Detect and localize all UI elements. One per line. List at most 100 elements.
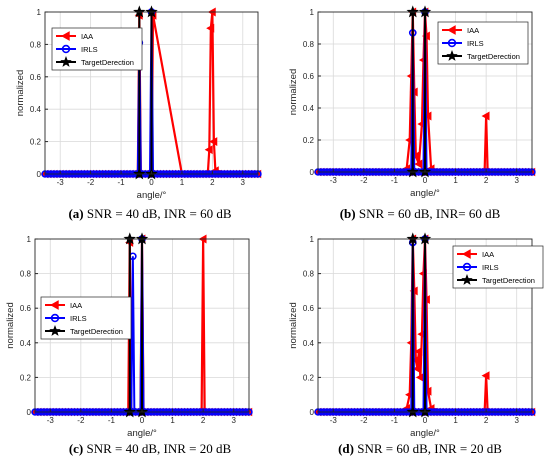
x-tick-label: -3 [330,176,338,185]
legend: IAA IRLS TargetDerection [40,296,132,340]
legend-marker [60,55,72,67]
y-axis-label: normalized [288,302,299,348]
x-axis-label: angle/° [137,190,167,201]
x-tick-label: 0 [140,416,145,425]
legend-marker [60,31,70,41]
data-point [414,159,423,169]
y-tick-label: 0 [37,170,42,179]
y-tick-label: 0.2 [30,138,42,147]
data-point [204,145,213,155]
legend-marker [446,25,456,35]
caption-text-c: SNR = 40 dB, INR = 20 dB [86,441,232,456]
data-point [418,5,432,18]
legend-marker [461,273,473,285]
y-tick-label: 0.4 [20,339,32,348]
data-point [145,5,158,18]
y-tick-label: 0.6 [30,73,42,82]
legend-label: TargetDerection [70,327,123,336]
legend-label: IRLS [70,314,87,323]
data-point [123,405,137,418]
legend-marker [61,44,71,54]
caption-panel-b: (b) SNR = 60 dB, INR= 60 dB [300,206,540,222]
y-tick-label: 0.4 [303,339,315,348]
data-point [133,5,146,18]
data-point [133,167,146,180]
series-targetderection [406,5,432,178]
x-tick-label: -2 [360,176,368,185]
y-tick-label: 0.4 [30,105,42,114]
x-tick-label: 1 [170,416,175,425]
data-point [135,232,149,245]
data-point [412,364,421,374]
data-point [406,165,420,178]
caption-panel-d: (d) SNR = 60 dB, INR = 20 dB [300,441,540,457]
y-tick-label: 0.8 [20,270,32,279]
y-tick-label: 0.8 [303,40,315,49]
y-tick-label: 0.2 [303,373,315,382]
legend-marker [50,313,60,323]
legend-label: IRLS [81,45,98,54]
x-tick-label: -1 [391,416,399,425]
y-axis-label: normalized [15,70,26,116]
legend-label: TargetDerection [81,58,134,67]
x-tick-label: 0 [423,416,428,425]
x-tick-label: -2 [360,416,368,425]
x-tick-label: -3 [57,178,65,187]
x-tick-label: 0 [423,176,428,185]
x-tick-label: -3 [330,416,338,425]
x-tick-label: 1 [453,416,458,425]
legend-label: IAA [467,26,479,35]
x-tick-label: 3 [231,416,236,425]
data-point [406,405,420,418]
y-tick-label: 0.6 [303,72,315,81]
legend-label: TargetDerection [467,52,520,61]
x-tick-label: 1 [453,176,458,185]
y-tick-label: 0.8 [30,40,42,49]
legend-label: TargetDerection [482,276,535,285]
legend-label: IAA [81,32,93,41]
caption-letter-a: (a) [68,206,84,221]
data-point [423,111,432,121]
y-tick-label: 1 [310,235,315,244]
x-tick-label: 1 [180,178,185,187]
x-tick-label: 3 [514,176,519,185]
x-axis-label: angle/° [127,428,157,439]
y-tick-label: 1 [310,8,315,17]
legend-marker [461,249,471,259]
x-tick-label: -1 [118,178,126,187]
data-point [481,371,490,381]
chart-panel-d: -3 -2 -1 0 1 2 3 0 0.2 0.4 0.6 0.8 1 angle/° normalize… [288,232,544,439]
y-tick-label: 0 [27,408,32,417]
x-tick-label: 2 [484,176,489,185]
y-tick-label: 0.6 [20,304,32,313]
legend-label: IAA [482,250,494,259]
data-point [411,151,420,161]
caption-panel-a: (a) SNR = 40 dB, INR = 60 dB [30,206,270,222]
x-tick-label: 2 [201,416,206,425]
y-tick-label: 0.4 [303,104,315,113]
y-axis-label: normalized [288,69,299,115]
caption-letter-b: (b) [339,206,356,221]
chart-panel-c: -3 -2 -1 0 1 2 3 0 0.2 0.4 0.6 0.8 1 angle/° normalize… [5,232,253,439]
caption-letter-c: (c) [68,441,84,456]
x-tick-label: -2 [77,416,85,425]
y-tick-label: 0.6 [303,304,315,313]
x-tick-label: -1 [108,416,116,425]
y-tick-label: 0.8 [303,270,315,279]
x-tick-label: 3 [241,178,246,187]
data-point [481,111,490,121]
y-tick-label: 0 [310,168,315,177]
data-point [406,232,420,245]
legend: IAA IRLS TargetDerection [452,245,544,289]
x-axis-label: angle/° [410,428,440,439]
x-tick-label: 3 [514,416,519,425]
caption-text-a: SNR = 40 dB, INR = 60 dB [86,206,232,221]
x-tick-label: -3 [47,416,55,425]
chart-panel-a: -3 -2 -1 0 1 2 3 0 0.2 0.4 0.6 0.8 1 angle/° normalize… [15,5,262,201]
y-tick-label: 1 [37,8,42,17]
legend-label: IRLS [467,39,484,48]
y-tick-label: 0.2 [20,373,32,382]
data-point [418,232,432,245]
